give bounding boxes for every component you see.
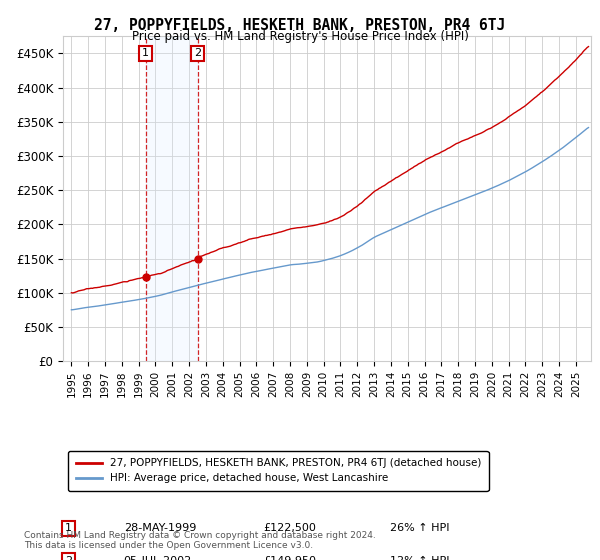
Bar	[146, 36, 197, 361]
Text: 26% ↑ HPI: 26% ↑ HPI	[391, 524, 450, 534]
Text: 2: 2	[194, 49, 201, 58]
Text: 1: 1	[65, 524, 72, 534]
Text: Price paid vs. HM Land Registry's House Price Index (HPI): Price paid vs. HM Land Registry's House …	[131, 30, 469, 43]
Text: 28-MAY-1999: 28-MAY-1999	[124, 524, 196, 534]
Text: £149,950: £149,950	[263, 556, 317, 560]
Text: 05-JUL-2002: 05-JUL-2002	[124, 556, 192, 560]
Text: 27, POPPYFIELDS, HESKETH BANK, PRESTON, PR4 6TJ: 27, POPPYFIELDS, HESKETH BANK, PRESTON, …	[94, 18, 506, 33]
Text: 1: 1	[142, 49, 149, 58]
Text: 12% ↑ HPI: 12% ↑ HPI	[391, 556, 450, 560]
Text: 2: 2	[65, 556, 72, 560]
Text: £122,500: £122,500	[263, 524, 317, 534]
Legend: 27, POPPYFIELDS, HESKETH BANK, PRESTON, PR4 6TJ (detached house), HPI: Average p: 27, POPPYFIELDS, HESKETH BANK, PRESTON, …	[68, 451, 488, 491]
Text: Contains HM Land Registry data © Crown copyright and database right 2024.
This d: Contains HM Land Registry data © Crown c…	[24, 530, 376, 550]
